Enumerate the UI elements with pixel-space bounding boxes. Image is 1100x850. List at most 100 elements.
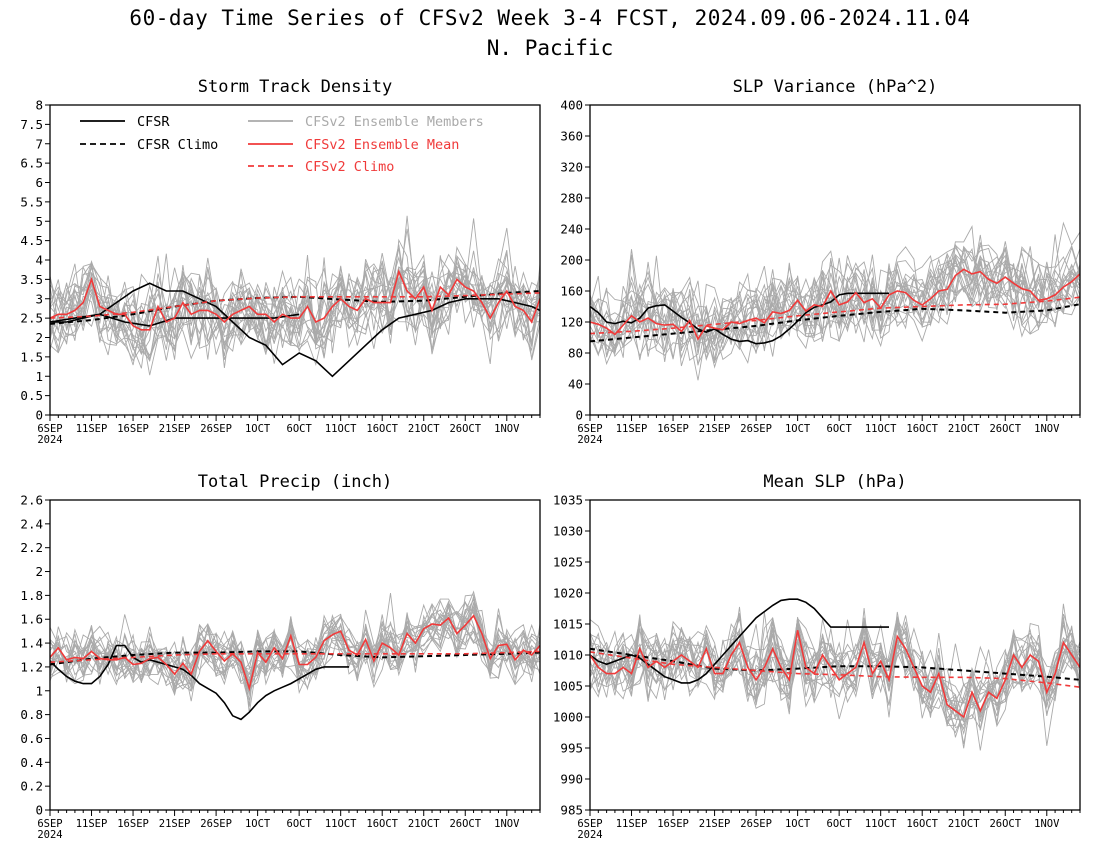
slp-variance-x-tick-label: 6SEP [577, 423, 602, 435]
total-precip-x-tick-label: 26OCT [449, 818, 481, 830]
slp-variance-x-tick-label: 26SEP [740, 423, 772, 435]
storm-track-density-y-tick-label: 4.5 [20, 233, 43, 248]
total-precip-title: Total Precip (inch) [198, 472, 392, 492]
legend: CFSR CFSR Climo CFSv2 Ensemble Members CFSv… [80, 114, 484, 175]
slp-variance-ensemble-member-line [590, 245, 1080, 357]
storm-track-density-y-tick-label: 8 [35, 98, 43, 113]
storm-track-density-x-tick-label: 26SEP [200, 423, 232, 435]
total-precip-y-tick-label: 2.2 [20, 540, 43, 555]
storm-track-density-y-tick-label: 1.5 [20, 349, 43, 364]
storm-track-density-y-tick-label: 5 [35, 214, 43, 229]
mean-slp-y-tick-label: 1020 [553, 586, 583, 601]
storm-track-density-x-tick-label: 26OCT [449, 423, 481, 435]
storm-track-density-y-tick-label: 0 [35, 408, 43, 423]
storm-track-density-x-tick-label: 16OCT [366, 423, 398, 435]
slp-variance-x-tick-label: 1OCT [785, 423, 811, 435]
total-precip-y-tick-label: 1.4 [20, 636, 43, 651]
slp-variance-panel: SLP Variance (hPa^2) 0 40 80 120 160 200 240 280… [560, 77, 1081, 446]
storm-track-density-y-tick-label: 0.5 [20, 388, 43, 403]
storm-track-density-y-tick-label: 6 [35, 175, 43, 190]
mean-slp-panel: Mean SLP (hPa) 985 990 995 1000 1005 1010 1015 1… [553, 472, 1081, 841]
total-precip-y-tick-label: 0.6 [20, 731, 43, 746]
mean-slp-y-tick-label: 985 [560, 803, 583, 818]
total-precip-x-tick-label: 1NOV [494, 818, 520, 830]
storm-track-density-ensemble-member-line [50, 238, 540, 347]
mean-slp-y-tick-label: 1015 [553, 617, 583, 632]
storm-track-density-title: Storm Track Density [198, 77, 392, 97]
storm-track-density-y-tick-label: 4 [35, 253, 43, 268]
total-precip-y-tick-label: 2.6 [20, 493, 43, 508]
mean-slp-x-tick-label: 6OCT [827, 818, 853, 830]
mean-slp-x-tick-label: 26OCT [989, 818, 1021, 830]
slp-variance-x-year-label: 2024 [577, 434, 602, 446]
slp-variance-y-tick-label: 40 [568, 377, 583, 392]
slp-variance-y-tick-label: 400 [560, 98, 583, 113]
mean-slp-cfsv2-climo-line [590, 651, 1080, 688]
total-precip-cfsr-line [50, 644, 349, 721]
total-precip-y-tick-label: 1.8 [20, 588, 43, 603]
storm-track-density-panel: Storm Track Density 0 0.5 1 1.5 2 2.5 3 3.5 4 4.5 5… [20, 77, 541, 446]
mean-slp-y-tick-label: 1005 [553, 679, 583, 694]
storm-track-density-ensemble-member-line [50, 247, 540, 359]
legend-label-3: CFSv2 Ensemble Mean [305, 137, 459, 153]
slp-variance-title: SLP Variance (hPa^2) [733, 77, 938, 97]
mean-slp-y-tick-label: 1010 [553, 648, 583, 663]
total-precip-x-tick-label: 21OCT [408, 818, 440, 830]
mean-slp-x-tick-label: 6SEP [577, 818, 602, 830]
mean-slp-y-tick-label: 990 [560, 772, 583, 787]
storm-track-density-x-tick-label: 6SEP [37, 423, 62, 435]
slp-variance-y-tick-label: 240 [560, 222, 583, 237]
total-precip-cfsr-climo-line [50, 650, 540, 666]
legend-label-4: CFSv2 Climo [305, 159, 394, 175]
slp-variance-x-tick-label: 21OCT [948, 423, 980, 435]
storm-track-density-y-tick-label: 6.5 [20, 156, 43, 171]
storm-track-density-ensemble-member-line [50, 265, 540, 361]
mean-slp-x-tick-label: 1NOV [1034, 818, 1060, 830]
slp-variance-x-tick-label: 16OCT [906, 423, 938, 435]
total-precip-y-tick-label: 0.8 [20, 707, 43, 722]
storm-track-density-ensemble-member-line [50, 265, 540, 362]
slp-variance-y-tick-label: 120 [560, 315, 583, 330]
storm-track-density-x-tick-label: 11SEP [76, 423, 108, 435]
total-precip-x-tick-label: 16SEP [117, 818, 149, 830]
slp-variance-y-tick-label: 160 [560, 284, 583, 299]
slp-variance-x-tick-label: 6OCT [827, 423, 853, 435]
storm-track-density-cfsr-climo-line [50, 290, 540, 325]
mean-slp-x-year-label: 2024 [577, 829, 602, 841]
slp-variance-y-tick-label: 200 [560, 253, 583, 268]
storm-track-density-ensemble-member-line [50, 228, 540, 376]
storm-track-density-y-tick-label: 3.5 [20, 272, 43, 287]
storm-track-density-ensemble-member-line [50, 261, 540, 367]
storm-track-density-x-tick-label: 11OCT [325, 423, 357, 435]
storm-track-density-x-tick-label: 21OCT [408, 423, 440, 435]
storm-track-density-x-tick-label: 6OCT [287, 423, 313, 435]
total-precip-ensemble-member-line [50, 601, 540, 690]
mean-slp-x-tick-label: 11SEP [616, 818, 648, 830]
total-precip-cfsv2-climo-line [50, 650, 540, 663]
mean-slp-cfsr-line [590, 598, 889, 684]
slp-variance-ensemble-member-line [590, 241, 1080, 341]
slp-variance-cfsv2-climo-line [590, 296, 1080, 335]
total-precip-y-tick-label: 0 [35, 803, 43, 818]
slp-variance-y-tick-label: 360 [560, 129, 583, 144]
storm-track-density-x-tick-label: 1NOV [494, 423, 520, 435]
slp-variance-ensemble-member-line [590, 259, 1080, 362]
legend-label-0: CFSR [137, 114, 170, 130]
total-precip-y-tick-label: 0.4 [20, 755, 43, 770]
mean-slp-y-tick-label: 1025 [553, 555, 583, 570]
total-precip-y-tick-label: 1.6 [20, 612, 43, 627]
total-precip-plot-area [50, 590, 540, 721]
slp-variance-x-tick-label: 1NOV [1034, 423, 1060, 435]
storm-track-density-y-tick-label: 7.5 [20, 117, 43, 132]
slp-variance-x-tick-label: 11SEP [616, 423, 648, 435]
storm-track-density-x-tick-label: 1OCT [245, 423, 271, 435]
total-precip-panel: Total Precip (inch) 0 0.2 0.4 0.6 0.8 1 1.2 1.4 1… [20, 472, 541, 841]
mean-slp-y-tick-label: 1035 [553, 493, 583, 508]
figure-title: 60-day Time Series of CFSv2 Week 3-4 FCS… [129, 6, 971, 30]
total-precip-frame [49, 499, 541, 811]
slp-variance-x-tick-label: 21SEP [699, 423, 731, 435]
mean-slp-ensemble-member-line [590, 620, 1080, 730]
mean-slp-x-tick-label: 16OCT [906, 818, 938, 830]
total-precip-y-tick-label: 0.2 [20, 779, 43, 794]
storm-track-density-y-tick-label: 3 [35, 291, 43, 306]
